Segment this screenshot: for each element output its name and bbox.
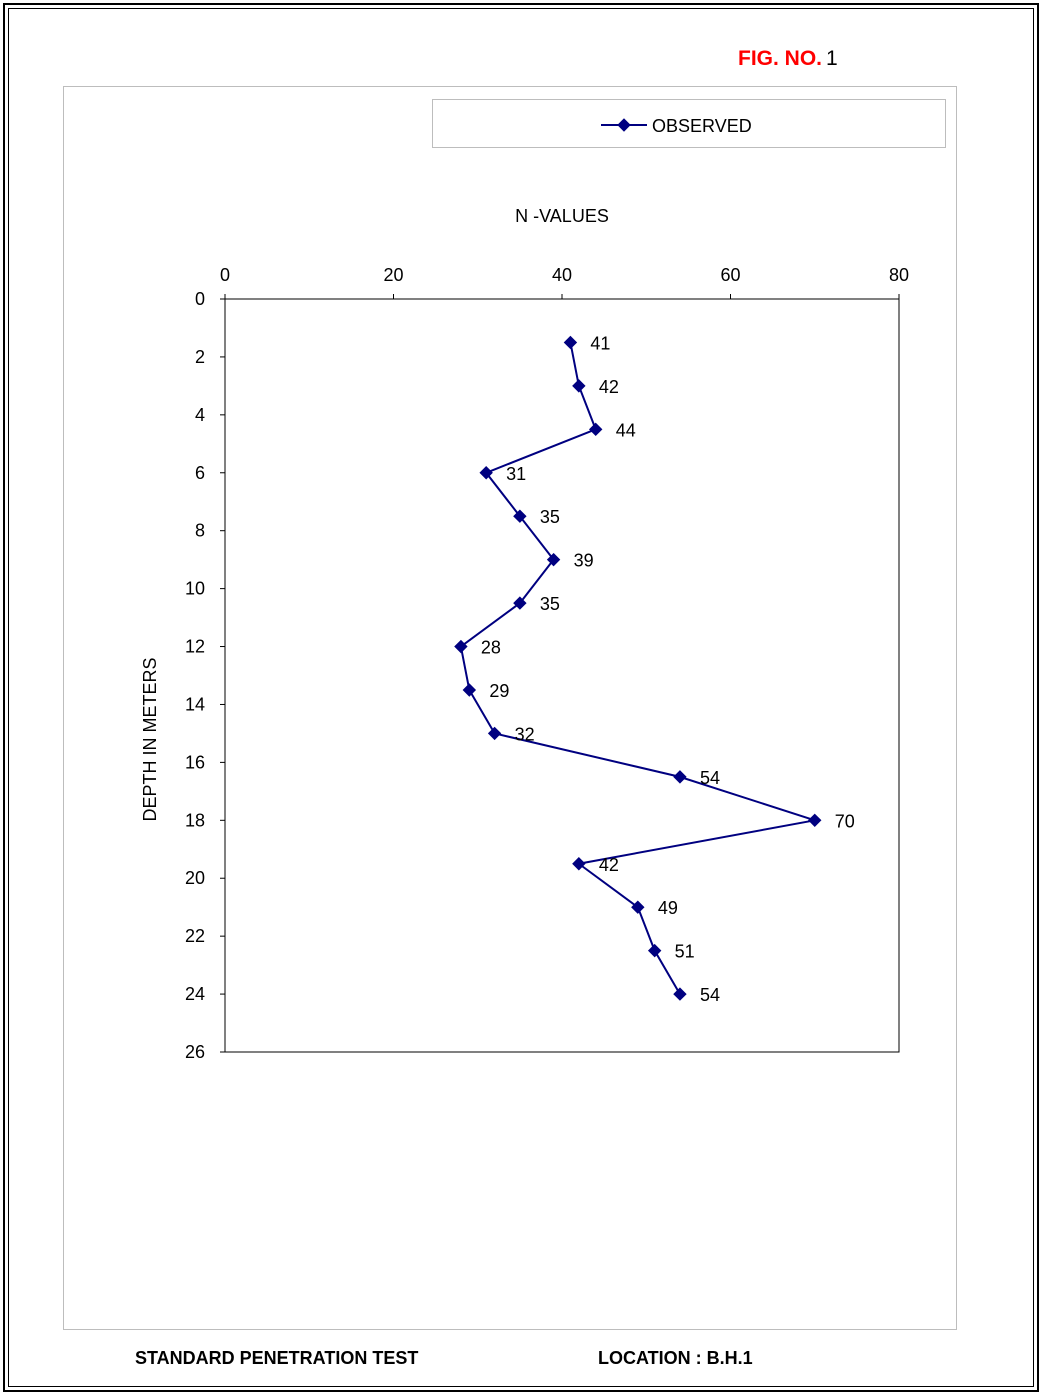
y-tick-label: 20 [185,868,205,888]
data-point-marker [631,900,645,914]
y-tick-label: 8 [195,521,205,541]
footer-test-title: STANDARD PENETRATION TEST [135,1348,419,1368]
data-label: 35 [540,594,560,614]
y-axis-title: DEPTH IN METERS [140,657,160,821]
page-outer-border [3,3,1039,1392]
x-tick-label: 60 [720,265,740,285]
y-tick-label: 26 [185,1042,205,1062]
chart-legend [432,99,946,148]
data-label: 39 [574,551,594,571]
data-label: 44 [616,420,636,440]
series-line-observed [459,342,816,995]
data-label: 28 [481,638,501,658]
data-label: 70 [835,811,855,831]
data-point-marker [673,770,687,784]
footer-location: LOCATION : B.H.1 [598,1348,753,1368]
data-label: 35 [540,507,560,527]
data-point-marker [454,639,468,654]
y-tick-label: 2 [195,347,205,367]
y-tick-label: 16 [185,752,205,772]
y-tick-label: 18 [185,810,205,830]
data-point-marker [808,813,822,828]
data-point-marker [647,943,662,958]
data-label: 42 [599,377,619,397]
plot-frame [224,298,900,1053]
x-tick-label: 80 [889,265,909,285]
y-tick-label: 24 [185,984,205,1004]
data-label: 51 [675,942,695,962]
data-label: 49 [658,898,678,918]
data-point-marker [479,466,493,480]
page-inner-border [8,8,1034,1387]
x-tick-label: 40 [552,265,572,285]
data-point-marker [546,552,561,567]
y-tick-label: 10 [185,579,205,599]
y-tick-label: 22 [185,926,205,946]
data-point-marker [588,422,603,437]
x-tick-label: 0 [220,265,230,285]
data-label: 31 [506,464,526,484]
data-label: 42 [599,855,619,875]
chart-area [63,86,957,1330]
data-point-marker [462,683,477,697]
data-point-marker [673,987,687,1001]
data-point-marker [572,857,586,871]
y-tick-label: 4 [195,405,205,425]
y-tick-label: 14 [185,694,205,714]
figure-number-label: FIG. NO. [738,47,822,70]
y-tick-label: 0 [195,289,205,309]
data-point-marker [563,335,578,350]
data-point-marker [513,596,527,610]
legend-marker [617,118,631,132]
x-tick-label: 20 [383,265,403,285]
figure-number-value: 1 [826,47,838,70]
legend-label: OBSERVED [652,116,752,136]
figure-number: FIG. NO. 1 [738,47,838,71]
data-label: 29 [489,681,509,701]
data-label: 54 [700,768,720,788]
data-label: 54 [700,985,720,1005]
data-point-marker [487,726,502,741]
y-tick-label: 12 [185,637,205,657]
x-axis-title: N -VALUES [515,206,609,226]
data-label: 41 [590,333,610,353]
y-tick-label: 6 [195,463,205,483]
data-label: 32 [515,724,535,744]
data-point-marker [513,509,527,523]
data-point-marker [572,379,586,393]
